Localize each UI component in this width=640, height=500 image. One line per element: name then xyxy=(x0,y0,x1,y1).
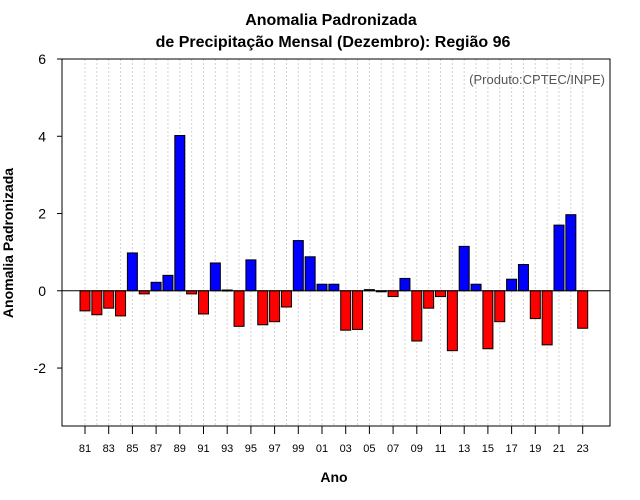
bar-03 xyxy=(340,290,352,331)
x-tick-label: 99 xyxy=(292,443,304,455)
bar-01 xyxy=(316,283,328,292)
x-tick-label: 97 xyxy=(268,443,280,455)
bar-98 xyxy=(280,290,292,308)
y-tick-label: 6 xyxy=(38,51,46,67)
vertical-grid xyxy=(84,59,584,426)
x-tick-label: 83 xyxy=(103,443,115,455)
x-axis: 81 83 85 87 89 91 93 95 97 99 01 03 05 07 09 11 13 15 17 19… xyxy=(79,426,589,455)
plot-frame xyxy=(61,58,611,427)
bar-23 xyxy=(577,290,589,329)
bar-11 xyxy=(435,290,446,298)
x-tick-label: 07 xyxy=(387,443,399,455)
x-tick-label: 21 xyxy=(553,443,565,455)
y-axis: -2 0 2 4 6 xyxy=(34,51,62,376)
x-tick-label: 01 xyxy=(316,443,328,455)
bar-89 xyxy=(174,134,186,292)
x-axis-label: Ano xyxy=(320,469,347,485)
x-tick-label: 81 xyxy=(79,443,91,455)
bar-95 xyxy=(245,259,257,292)
bar-09 xyxy=(411,290,423,342)
bar-02 xyxy=(328,283,340,292)
bar-81 xyxy=(79,290,91,312)
bar-10 xyxy=(423,290,435,309)
bar-14 xyxy=(470,283,482,292)
x-tick-label: 13 xyxy=(458,443,470,455)
x-tick-label: 23 xyxy=(577,443,589,455)
bar-85 xyxy=(126,252,138,292)
bar-97 xyxy=(269,290,281,323)
x-tick-label: 19 xyxy=(529,443,541,455)
y-tick-label: 4 xyxy=(38,128,46,144)
bar-08 xyxy=(399,277,411,292)
bar-12 xyxy=(446,290,458,352)
chart-title-line2: de Precipitação Mensal (Dezembro): Regiã… xyxy=(156,34,511,51)
annotation-source: (Produto:CPTEC/INPE) xyxy=(469,72,605,87)
y-tick-label: 2 xyxy=(38,206,46,222)
bar-13 xyxy=(458,245,470,292)
bar-07 xyxy=(387,290,399,298)
y-tick-label: -2 xyxy=(34,360,47,376)
bar-16 xyxy=(494,290,506,323)
bar-18 xyxy=(517,264,529,292)
bar-87 xyxy=(150,281,162,292)
bar-92 xyxy=(209,262,221,292)
bar-00 xyxy=(304,256,316,292)
bar-83 xyxy=(103,290,115,309)
bars xyxy=(79,134,589,352)
bar-17 xyxy=(506,278,518,292)
x-tick-label: 87 xyxy=(150,443,162,455)
bar-22 xyxy=(565,214,577,292)
x-tick-label: 89 xyxy=(174,443,186,455)
x-tick-label: 09 xyxy=(411,443,423,455)
bar-82 xyxy=(91,290,103,316)
bar-96 xyxy=(257,290,269,326)
chart-title-line1: Anomalia Padronizada xyxy=(245,12,417,29)
x-tick-label: 17 xyxy=(505,443,517,455)
bar-91 xyxy=(198,290,209,315)
bar-15 xyxy=(482,290,494,350)
x-tick-label: 11 xyxy=(435,443,446,455)
bar-21 xyxy=(553,224,565,292)
bar-94 xyxy=(233,290,245,327)
bar-20 xyxy=(541,290,553,346)
x-tick-label: 91 xyxy=(197,443,209,455)
bar-84 xyxy=(115,290,127,317)
x-tick-label: 95 xyxy=(245,443,257,455)
bar-99 xyxy=(292,240,304,292)
x-tick-label: 93 xyxy=(221,443,233,455)
y-tick-label: 0 xyxy=(38,283,46,299)
bar-04 xyxy=(352,290,364,330)
bar-19 xyxy=(529,290,541,320)
y-axis-label: Anomalia Padronizada xyxy=(0,168,16,318)
x-tick-label: 03 xyxy=(340,443,352,455)
x-tick-label: 15 xyxy=(482,443,494,455)
x-tick-label: 85 xyxy=(126,443,138,455)
x-tick-label: 05 xyxy=(363,443,375,455)
bar-88 xyxy=(162,274,174,292)
